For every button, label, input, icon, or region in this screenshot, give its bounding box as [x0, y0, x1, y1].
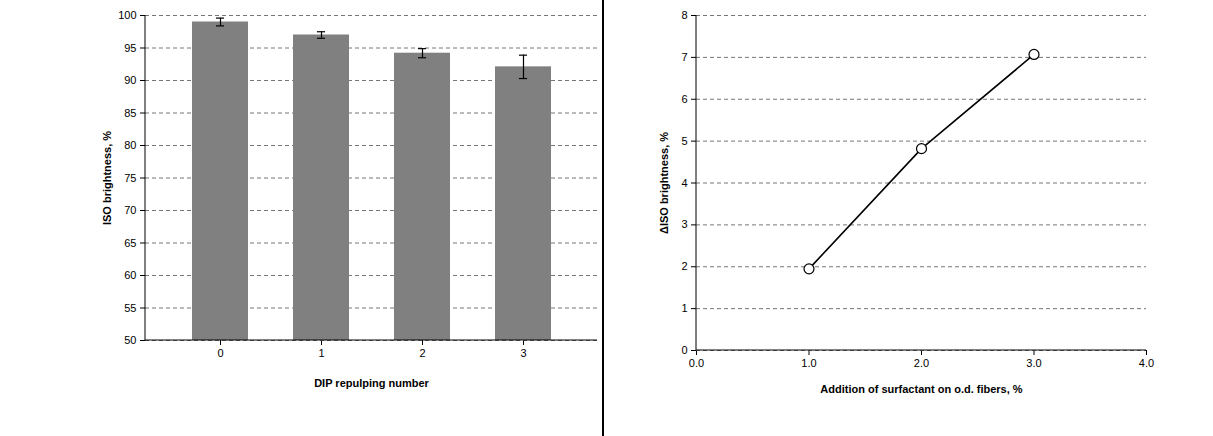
- svg-text:4: 4: [681, 177, 687, 189]
- svg-text:3: 3: [520, 347, 526, 359]
- svg-text:3: 3: [681, 218, 687, 230]
- svg-text:70: 70: [124, 204, 136, 216]
- svg-text:8: 8: [681, 9, 687, 21]
- svg-text:2: 2: [681, 260, 687, 272]
- svg-text:90: 90: [124, 74, 136, 86]
- svg-text:55: 55: [124, 302, 136, 314]
- svg-text:7: 7: [681, 51, 687, 63]
- svg-text:DIP repulping number: DIP repulping number: [314, 377, 429, 389]
- svg-text:ISO brightness, %: ISO brightness, %: [101, 131, 113, 225]
- svg-text:95: 95: [124, 42, 136, 54]
- svg-text:Addition of surfactant on o.d.: Addition of surfactant on o.d. fibers, %: [820, 383, 1022, 395]
- svg-text:65: 65: [124, 237, 136, 249]
- svg-text:1.0: 1.0: [801, 357, 816, 369]
- svg-text:0.0: 0.0: [689, 357, 704, 369]
- svg-text:2: 2: [419, 347, 425, 359]
- svg-text:0: 0: [681, 344, 687, 356]
- svg-text:75: 75: [124, 172, 136, 184]
- svg-text:80: 80: [124, 139, 136, 151]
- svg-text:85: 85: [124, 107, 136, 119]
- svg-text:4.0: 4.0: [1139, 357, 1154, 369]
- svg-text:0: 0: [217, 347, 223, 359]
- svg-text:1: 1: [681, 302, 687, 314]
- svg-text:6: 6: [681, 93, 687, 105]
- svg-text:3.0: 3.0: [1026, 357, 1041, 369]
- svg-text:100: 100: [118, 9, 136, 21]
- svg-text:1: 1: [318, 347, 324, 359]
- svg-text:5: 5: [681, 135, 687, 147]
- svg-text:2.0: 2.0: [914, 357, 929, 369]
- svg-text:50: 50: [124, 334, 136, 346]
- svg-text:ΔISO brightness, %: ΔISO brightness, %: [658, 132, 670, 234]
- svg-text:60: 60: [124, 269, 136, 281]
